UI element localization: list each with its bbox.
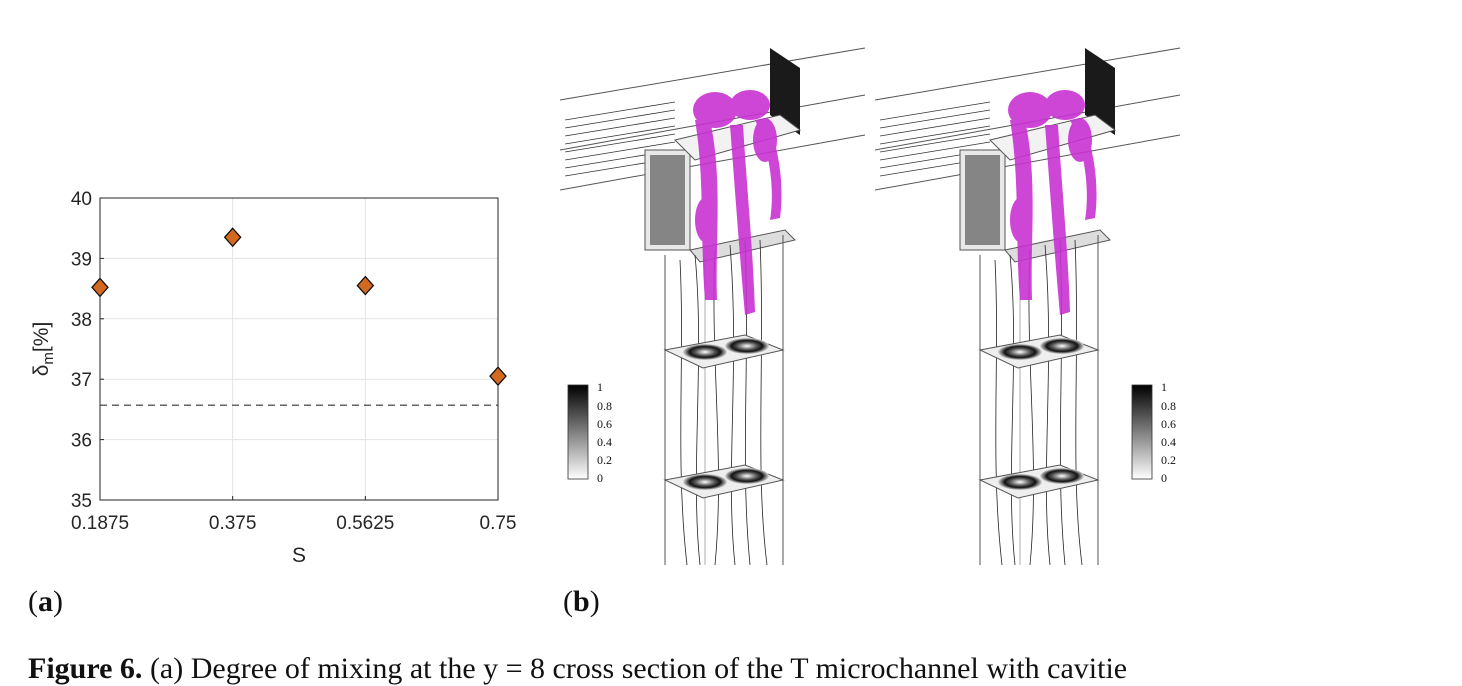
x-axis-title: S [292, 544, 306, 567]
svg-text:0.6: 0.6 [597, 417, 612, 431]
y-axis-subscript: m [40, 352, 57, 365]
x-tick-label: 0.5625 [336, 513, 394, 534]
plot-frame [99, 197, 499, 501]
y-tick-label: 36 [71, 431, 92, 452]
caption-bold: Figure 6. [28, 652, 143, 685]
data-markers [91, 227, 507, 387]
y-tick-label: 35 [71, 491, 92, 512]
simulation-view-left [559, 47, 866, 565]
colorbar-left: 1 0.8 0.6 0.4 0.2 0 [567, 380, 612, 485]
svg-text:0.6: 0.6 [1161, 417, 1176, 431]
x-tick-label: 0.75 [480, 513, 517, 534]
x-axis-ticks: 0.1875 0.375 0.5625 0.75 [71, 496, 517, 534]
svg-text:0: 0 [597, 471, 603, 485]
panel-label-b: (b) [563, 585, 600, 618]
y-axis-symbol: δ [30, 365, 53, 377]
svg-text:0.4: 0.4 [597, 435, 612, 449]
data-point-marker [91, 277, 109, 298]
svg-text:0: 0 [1161, 471, 1167, 485]
y-tick-label: 38 [71, 310, 92, 331]
mixing-degree-chart: 35 36 37 38 39 40 0.1875 0.375 0.5625 0.75 S δm[… [30, 189, 517, 567]
y-axis-ticks: 35 36 37 38 39 40 [71, 189, 104, 512]
plot-area [100, 198, 498, 500]
data-point-marker [223, 227, 242, 248]
y-axis-title: δm[%] [30, 322, 57, 377]
x-tick-label: 0.375 [209, 513, 257, 534]
colorbar-right: 1 0.8 0.6 0.4 0.2 0 [1131, 380, 1176, 485]
simulation-illustration: 1 0.8 0.6 0.4 0.2 0 1 0.8 0.6 0.4 0.2 0 [559, 47, 1181, 565]
svg-text:0.8: 0.8 [597, 399, 612, 413]
simulation-view-right [874, 47, 1181, 565]
x-tick-label: 0.1875 [71, 513, 129, 534]
data-point-marker [489, 366, 507, 387]
y-axis-unit: [%] [30, 322, 53, 352]
caption-text: (a) Degree of mixing at the y = 8 cross … [142, 652, 1128, 685]
svg-text:1: 1 [1161, 380, 1167, 394]
y-tick-label: 40 [71, 189, 92, 210]
svg-text:0.4: 0.4 [1161, 435, 1176, 449]
y-tick-label: 37 [71, 370, 92, 391]
svg-text:0.8: 0.8 [1161, 399, 1176, 413]
svg-text:0.2: 0.2 [597, 453, 612, 467]
panel-label-a: (a) [28, 585, 63, 618]
svg-text:1: 1 [597, 380, 603, 394]
data-point-marker [356, 275, 375, 296]
figure-caption: Figure 6. (a) Degree of mixing at the y … [28, 652, 1127, 686]
svg-text:0.2: 0.2 [1161, 453, 1176, 467]
y-tick-label: 39 [71, 249, 92, 270]
